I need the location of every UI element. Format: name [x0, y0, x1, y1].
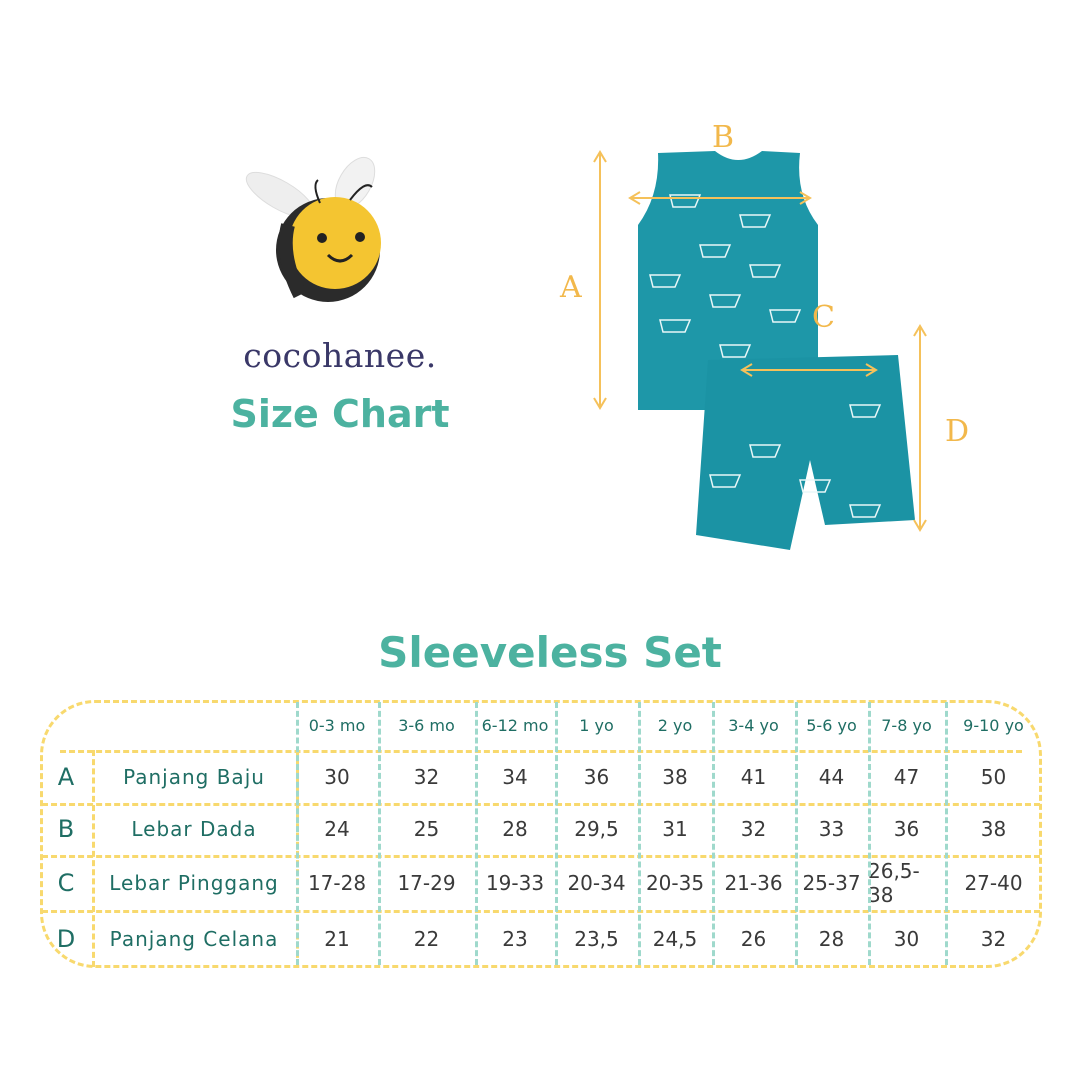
table-cell: 27-40: [964, 870, 1023, 895]
size-header: 7-8 yo: [881, 715, 932, 735]
table-cell: 19-33: [485, 870, 545, 895]
size-header: 2 yo: [657, 715, 693, 735]
table-cell: 23,5: [574, 926, 619, 951]
table-cell: 20-35: [645, 870, 705, 895]
grid-line: [42, 855, 1040, 858]
row-label: Panjang Baju: [123, 764, 265, 789]
row-label: Lebar Dada: [131, 817, 257, 841]
table-cell: 24,5: [652, 926, 698, 951]
size-header: 6-12 mo: [481, 715, 549, 735]
size-header: 0-3 mo: [308, 715, 366, 735]
table-cell: 32: [980, 926, 1007, 951]
tank-top-shape: [638, 151, 818, 410]
table-cell: 29,5: [574, 817, 619, 841]
table-cell: 21: [324, 926, 350, 951]
grid-line: [92, 750, 95, 967]
table-cell: 20-34: [567, 870, 626, 895]
table-cell: 38: [662, 764, 688, 789]
grid-line: [475, 702, 478, 965]
row-letter: B: [57, 815, 75, 843]
row-letter: A: [57, 762, 75, 791]
table-cell: 50: [980, 764, 1007, 789]
grid-line: [60, 750, 1022, 753]
table-cell: 28: [818, 926, 845, 951]
table-cell: 25-37: [802, 870, 861, 895]
row-label: Panjang Celana: [109, 926, 279, 951]
size-header: 9-10 yo: [963, 715, 1024, 735]
table-cell: 30: [324, 764, 350, 789]
brand-logo: cocohanee.: [243, 336, 437, 375]
table-cell: 22: [413, 926, 440, 951]
grid-line: [296, 702, 299, 965]
dimension-arrows: [593, 150, 927, 532]
shorts-shape: [696, 355, 915, 550]
grid-line: [638, 702, 641, 965]
table-cell: 26,5-38: [868, 858, 920, 907]
grid-line: [42, 803, 1040, 806]
table-cell: 17-29: [397, 870, 456, 895]
table-cell: 44: [818, 764, 845, 789]
table-cell: 34: [502, 764, 528, 789]
table-cell: 23: [502, 926, 528, 951]
row-label: Lebar Pinggang: [109, 870, 279, 895]
table-cell: 21-36: [724, 870, 783, 895]
table-cell: 28: [502, 817, 528, 841]
row-letter: D: [56, 924, 76, 953]
grid-line: [42, 910, 1040, 913]
size-header: 1 yo: [579, 715, 614, 735]
grid-line: [378, 702, 381, 965]
grid-line: [555, 702, 558, 965]
table-cell: 33: [818, 817, 845, 841]
table-cell: 26: [740, 926, 767, 951]
label-c: C: [812, 300, 835, 335]
grid-line: [868, 702, 871, 965]
table-cell: 38: [980, 817, 1007, 841]
table-cell: 32: [413, 764, 440, 789]
garment-diagram: [638, 151, 915, 550]
page-subtitle: Size Chart: [230, 392, 450, 436]
table-cell: 36: [583, 764, 610, 789]
table-cell: 41: [740, 764, 767, 789]
size-table: [40, 700, 1042, 968]
table-cell: 47: [893, 764, 920, 789]
size-header: 3-4 yo: [728, 715, 779, 735]
size-header: 5-6 yo: [806, 715, 857, 735]
table-cell: 24: [324, 817, 350, 841]
table-cell: 17-28: [307, 870, 367, 895]
grid-line: [712, 702, 715, 965]
grid-line: [945, 702, 948, 965]
table-cell: 31: [662, 817, 688, 841]
table-cell: 36: [893, 817, 920, 841]
grid-line: [795, 702, 798, 965]
label-a: A: [560, 270, 582, 305]
bee-mascot-icon: [245, 156, 381, 302]
table-cell: 30: [893, 926, 920, 951]
size-header: 3-6 mo: [398, 715, 455, 735]
table-cell: 32: [740, 817, 767, 841]
label-d: D: [945, 414, 970, 449]
label-b: B: [712, 120, 735, 155]
table-cell: 25: [413, 817, 440, 841]
row-letter: C: [57, 868, 75, 897]
table-title: Sleeveless Set: [378, 628, 722, 677]
